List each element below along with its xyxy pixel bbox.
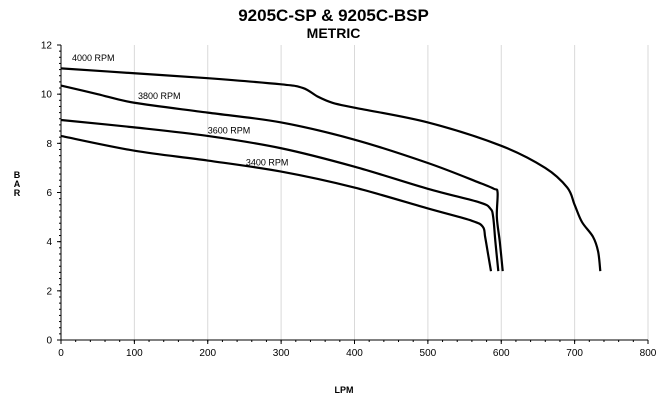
y-axis-label-letter: B	[14, 170, 21, 180]
curve-label: 3800 RPM	[138, 91, 181, 101]
axis-ticks: 0 100 200 300 400 500 600 700 800 0 2 4 6 8 10 12	[41, 41, 657, 360]
x-tick-label: 100	[126, 348, 143, 359]
x-axis-label: LPM	[335, 385, 354, 395]
x-tick-label: 600	[493, 348, 510, 359]
y-tick-label: 2	[46, 286, 52, 297]
x-tick-label: 0	[58, 348, 64, 359]
y-tick-label: 0	[46, 336, 52, 347]
x-tick-label: 400	[346, 348, 363, 359]
y-axis-label-letter: R	[14, 188, 21, 198]
chart-subtitle: METRIC	[306, 25, 361, 41]
x-tick-label: 300	[273, 348, 290, 359]
x-tick-label: 700	[566, 348, 583, 359]
curve-3400-rpm	[60, 134, 493, 272]
curve-4000-rpm	[60, 67, 602, 272]
x-tick-label: 500	[420, 348, 437, 359]
curve-label: 4000 RPM	[72, 53, 115, 63]
curve-labels: 4000 RPM 3800 RPM 3600 RPM 3400 RPM	[72, 53, 288, 167]
x-tick-label: 800	[640, 348, 657, 359]
y-tick-label: 4	[46, 237, 52, 248]
y-tick-label: 12	[41, 41, 53, 52]
y-tick-label: 10	[41, 90, 53, 101]
chart-title: 9205C-SP & 9205C-BSP	[238, 6, 429, 25]
x-tick-label: 200	[199, 348, 216, 359]
y-tick-label: 8	[46, 139, 52, 150]
y-tick-label: 6	[46, 188, 52, 199]
curves	[60, 67, 602, 272]
curve-3600-rpm	[60, 118, 500, 272]
curve-3800-rpm	[60, 84, 504, 272]
gridlines	[133, 45, 649, 340]
y-axis-label-letter: A	[14, 179, 21, 189]
curve-label: 3400 RPM	[246, 157, 289, 167]
curve-label: 3600 RPM	[208, 126, 251, 136]
